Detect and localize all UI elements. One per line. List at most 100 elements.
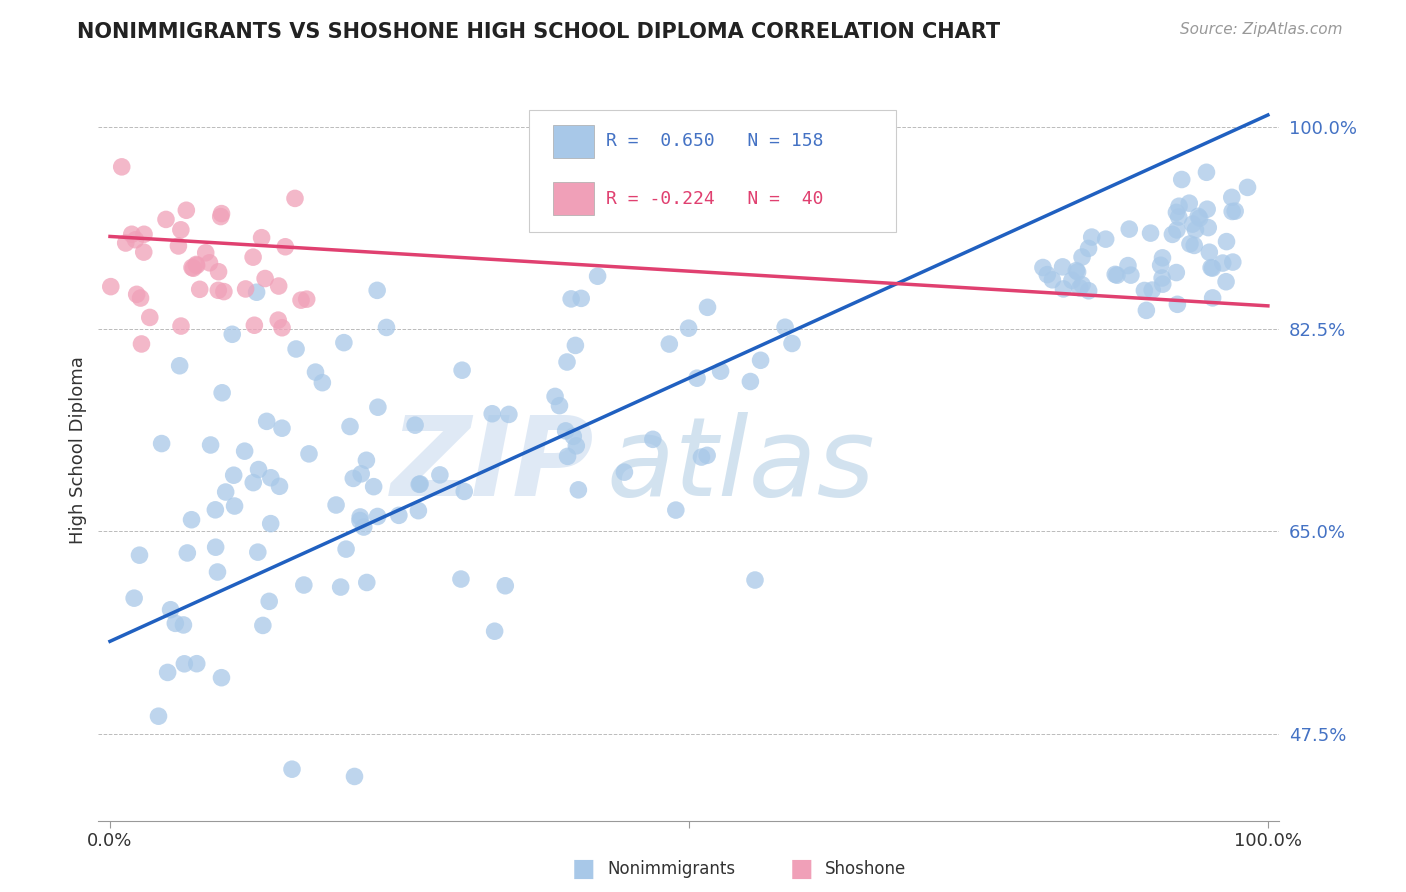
Point [1201,291,1223,305]
Point [1212,256,1234,270]
Point [212,285,235,299]
Point [1116,259,1139,273]
Point [150,436,173,450]
Point [1052,282,1074,296]
Point [780,336,803,351]
Text: R =  0.650   N = 158: R = 0.650 N = 158 [606,132,824,150]
Point [1215,235,1237,249]
Point [170,319,193,334]
Point [565,439,588,453]
Point [1220,190,1243,204]
Point [1184,223,1206,237]
Point [404,418,426,433]
Point [169,359,191,373]
Point [484,624,506,639]
Point [1166,205,1188,219]
Point [271,320,294,334]
Point [186,259,208,273]
Point [409,477,432,491]
Point [641,433,664,447]
Point [257,594,280,608]
Text: Shoshone: Shoshone [825,860,907,878]
Point [211,385,233,400]
Text: ZIP: ZIP [391,412,595,519]
Point [375,320,398,334]
Point [243,318,266,333]
Text: ■: ■ [572,857,595,880]
Point [207,565,229,579]
Text: Source: ZipAtlas.com: Source: ZipAtlas.com [1180,22,1343,37]
Point [235,282,257,296]
Point [453,484,475,499]
Point [339,419,361,434]
Point [773,320,796,334]
Point [167,239,190,253]
Point [1168,199,1191,213]
Point [124,233,146,247]
Point [1152,271,1174,285]
Point [204,503,226,517]
Point [557,450,579,464]
Point [132,227,155,242]
Point [188,282,211,296]
Point [207,265,229,279]
Text: atlas: atlas [606,412,875,519]
Point [295,292,318,306]
Point [740,375,762,389]
Point [224,499,246,513]
Text: R = -0.224   N =  40: R = -0.224 N = 40 [606,190,824,208]
Point [1152,251,1174,265]
Point [696,448,718,462]
Point [131,337,153,351]
Point [246,545,269,559]
Point [333,335,356,350]
Point [128,548,150,562]
Point [1135,303,1157,318]
Point [494,579,516,593]
Point [242,475,264,490]
Point [1105,268,1128,283]
Point [613,465,636,479]
Point [408,504,430,518]
Point [744,573,766,587]
Point [260,471,283,485]
FancyBboxPatch shape [553,125,595,158]
Point [1197,220,1219,235]
Point [172,618,194,632]
Point [285,342,308,356]
Point [139,310,162,325]
Point [1071,250,1094,264]
Point [292,578,315,592]
Point [233,444,256,458]
Point [349,510,371,524]
Point [200,438,222,452]
Y-axis label: High School Diploma: High School Diploma [69,357,87,544]
Point [342,471,364,485]
Point [252,618,274,632]
Point [1094,232,1116,246]
Point [658,337,681,351]
Point [186,257,208,271]
Point [155,212,177,227]
Point [1036,268,1059,282]
Point [1166,297,1188,311]
Point [567,483,589,497]
Point [267,279,290,293]
Point [181,260,204,275]
Point [1220,204,1243,219]
Point [1040,273,1063,287]
Point [284,191,307,205]
Point [569,291,592,305]
Point [176,546,198,560]
Point [451,363,474,377]
Point [554,424,576,438]
Point [1066,265,1088,279]
Point [690,450,713,464]
Point [1161,227,1184,242]
Point [267,313,290,327]
Point [181,261,204,276]
Point [1215,275,1237,289]
Point [1119,268,1142,282]
Point [388,508,411,523]
Point [1201,261,1223,276]
